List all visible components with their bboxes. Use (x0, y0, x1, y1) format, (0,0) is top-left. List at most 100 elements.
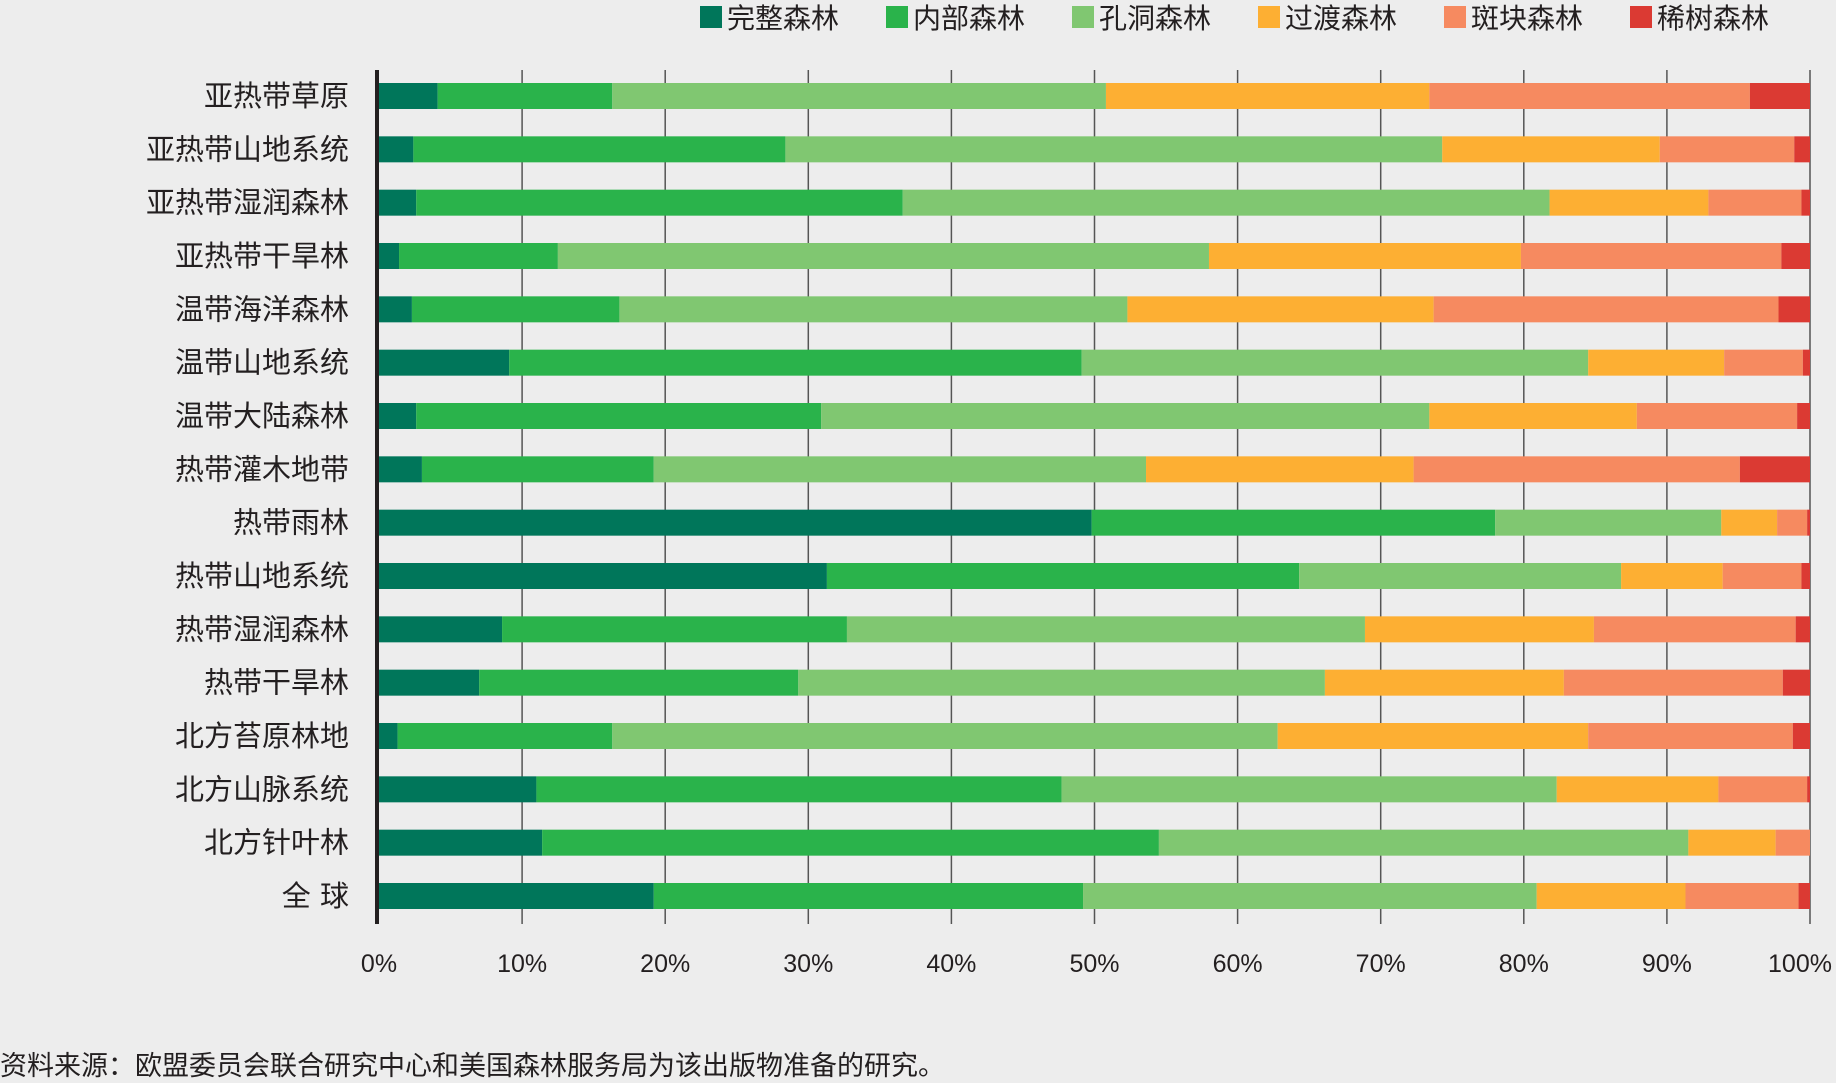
category-label: 全 球 (282, 879, 349, 913)
bar-segment (1724, 349, 1803, 376)
bar-segment (1495, 509, 1722, 536)
x-tick-label: 20% (640, 950, 690, 978)
bar-segment (653, 456, 1147, 483)
bar-segment (379, 723, 398, 749)
bar-segment (379, 616, 503, 643)
bar-segment (1277, 723, 1589, 749)
bar-segment (413, 136, 786, 163)
bar-segment (416, 403, 822, 429)
legend-label: 过渡森林 (1285, 2, 1397, 35)
source-note: 资料来源：欧盟委员会联合研究中心和美国森林服务局为该出版物准备的研究。 (0, 1051, 945, 1082)
bar-segment (1364, 616, 1594, 643)
bar-segment (1081, 349, 1589, 376)
category-label: 温带海洋森林 (175, 292, 349, 326)
bar-segment (1208, 243, 1521, 269)
x-tick-label: 50% (1069, 950, 1119, 978)
bar-segment (1749, 83, 1810, 109)
bar-segment (1782, 669, 1810, 696)
bar-segment (1083, 883, 1537, 909)
bar-segment (509, 349, 1082, 376)
x-tick-labels: 0% 10% 20% 30% 40% 50% 60% 70% 80% 90% 100% (361, 950, 1832, 978)
legend-swatch (886, 6, 908, 28)
legend-label: 稀树森林 (1657, 2, 1769, 35)
category-label: 北方山脉系统 (175, 772, 349, 806)
bar-segment (1801, 189, 1810, 216)
x-tick-label: 70% (1356, 950, 1406, 978)
bar-segment (1299, 563, 1622, 589)
bar-segment (411, 296, 620, 323)
bar-segment (1433, 296, 1779, 323)
bar-segment (416, 189, 903, 216)
legend-label: 斑块森林 (1471, 2, 1583, 35)
bar-segment (1708, 189, 1802, 216)
bar-segment (902, 189, 1550, 216)
bar-segment (1636, 403, 1798, 429)
bar-segment (1588, 349, 1725, 376)
category-labels: 亚热带草原亚热带山地系统亚热带湿润森林亚热带干旱林温带海洋森林温带山地系统温带大… (146, 79, 349, 913)
bar-segment (1795, 616, 1810, 643)
x-tick-label: 0% (361, 950, 397, 978)
x-tick-label: 80% (1499, 950, 1549, 978)
bar-segment (1797, 403, 1810, 429)
bar-segment (1061, 776, 1557, 803)
legend-swatch (1630, 6, 1652, 28)
bar-segment (1688, 829, 1776, 856)
bar-segment (1722, 563, 1802, 589)
bar-segment (379, 669, 480, 696)
bar-segment (619, 296, 1128, 323)
bar-segment (1127, 296, 1434, 323)
legend-label: 内部森林 (913, 2, 1025, 35)
bar-segment (1659, 136, 1795, 163)
bar-segment (1091, 509, 1496, 536)
bar-segment (1794, 136, 1810, 163)
bar-segment (1798, 883, 1810, 909)
category-label: 热带山地系统 (175, 559, 349, 593)
bar-segment (1781, 243, 1810, 269)
x-tick-label: 90% (1642, 950, 1692, 978)
x-tick-label: 100% (1768, 950, 1832, 978)
legend-swatch (1444, 6, 1466, 28)
category-label: 亚热带干旱林 (175, 239, 349, 273)
bar-segment (1105, 83, 1430, 109)
category-label: 温带大陆森林 (175, 399, 349, 433)
x-tick-label: 30% (783, 950, 833, 978)
bar-segment (1429, 403, 1637, 429)
bar-segment (379, 189, 417, 216)
bar-segment (379, 563, 827, 589)
bar-segment (1158, 829, 1689, 856)
bar-segment (379, 83, 438, 109)
bar-segment (1413, 456, 1740, 483)
bar-segment (1588, 723, 1793, 749)
bar-segment (1721, 509, 1778, 536)
bar-segment (379, 243, 400, 269)
bar-segment (612, 723, 1278, 749)
bar-segment (1563, 669, 1783, 696)
bar-segment (1801, 563, 1810, 589)
bar-segment (1778, 296, 1810, 323)
bar-segment (379, 883, 654, 909)
legend-label: 完整森林 (727, 2, 839, 35)
legend-swatch (1072, 6, 1094, 28)
category-label: 亚热带山地系统 (146, 132, 349, 166)
bar-segment (379, 403, 417, 429)
bar-segment (798, 669, 1325, 696)
category-label: 北方针叶林 (204, 826, 349, 860)
bar-segment (1429, 83, 1750, 109)
bar-segment (536, 776, 1062, 803)
bar-segment (1739, 456, 1810, 483)
bar-segment (1685, 883, 1799, 909)
bar-segment (1807, 776, 1810, 803)
bar-segment (653, 883, 1084, 909)
bar-segment (379, 349, 510, 376)
bar-segment (1549, 189, 1709, 216)
category-label: 亚热带湿润森林 (146, 186, 349, 220)
bar-segment (612, 83, 1106, 109)
bar-segment (557, 243, 1209, 269)
bar-segment (1442, 136, 1660, 163)
bar-segment (479, 669, 799, 696)
category-label: 热带干旱林 (204, 666, 349, 700)
x-tick-label: 60% (1213, 950, 1263, 978)
bar-segment (1621, 563, 1723, 589)
legend-swatch (700, 6, 722, 28)
